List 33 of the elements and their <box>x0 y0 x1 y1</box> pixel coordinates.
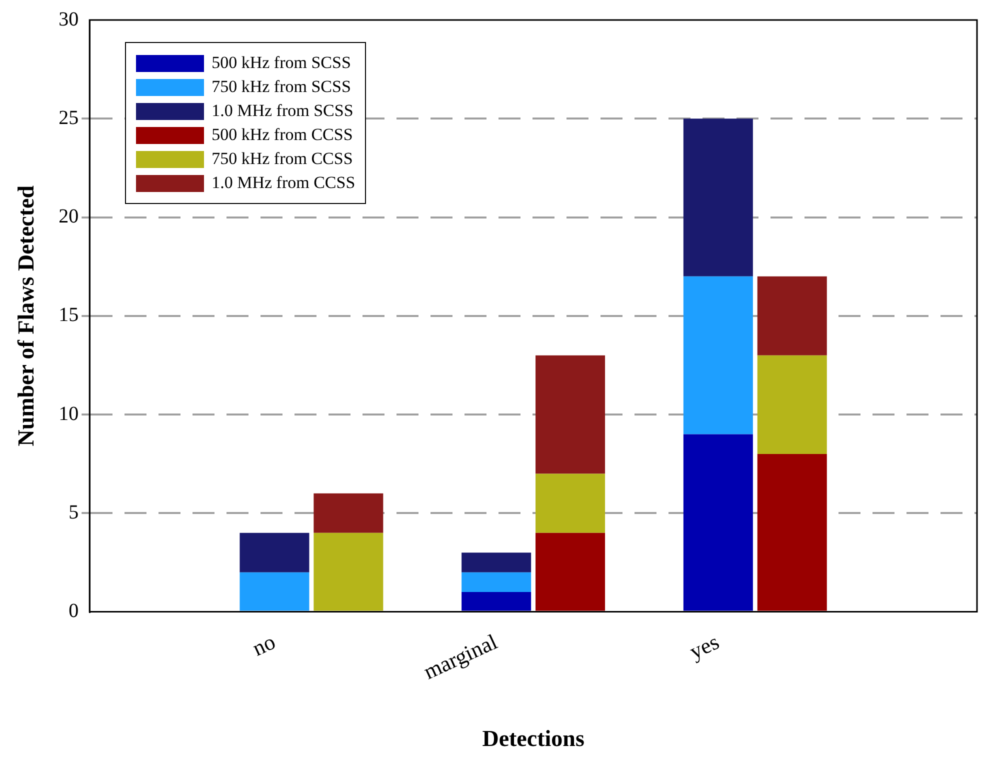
y-tick-label: 0 <box>68 600 79 622</box>
bar <box>536 355 606 474</box>
y-tick-label: 15 <box>58 304 79 326</box>
bar <box>757 454 827 611</box>
bar <box>462 592 532 611</box>
bar <box>240 572 310 611</box>
bar <box>683 276 753 434</box>
legend-label: 500 kHz from CCSS <box>212 125 353 145</box>
bar <box>683 434 753 611</box>
bar <box>536 532 606 611</box>
y-tick-label: 25 <box>58 106 79 129</box>
legend-label: 750 kHz from SCSS <box>212 77 351 97</box>
bar <box>314 532 384 611</box>
y-tick-label: 10 <box>58 402 79 425</box>
bar <box>683 118 753 276</box>
y-tick-label: 5 <box>68 501 79 524</box>
x-tick-label: no <box>248 628 279 661</box>
y-tick-label: 30 <box>58 8 79 30</box>
bar <box>757 355 827 454</box>
x-tick-label: yes <box>686 628 723 664</box>
y-axis-title: Number of Flaws Detected <box>14 185 39 446</box>
legend-label: 1.0 MHz from CCSS <box>212 173 356 193</box>
legend-label: 1.0 MHz from SCSS <box>212 101 354 121</box>
legend-label: 500 kHz from SCSS <box>212 53 351 73</box>
bar <box>314 493 384 533</box>
bar <box>757 276 827 356</box>
bar <box>536 474 606 533</box>
bar <box>240 532 310 572</box>
legend-label: 750 kHz from CCSS <box>212 149 353 169</box>
x-axis-title: Detections <box>482 726 584 752</box>
y-tick-label: 20 <box>58 206 79 228</box>
bar <box>462 552 532 572</box>
bar <box>462 572 532 592</box>
